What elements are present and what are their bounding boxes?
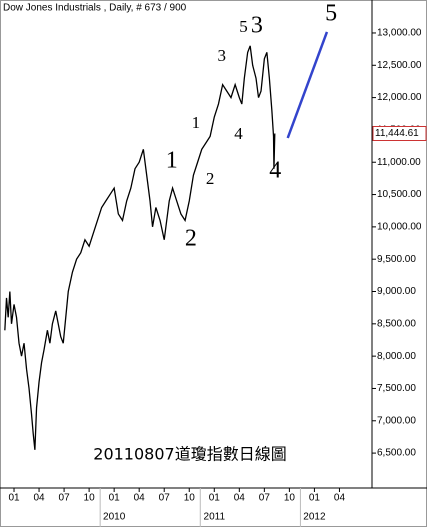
- wave-label: 2: [185, 226, 197, 252]
- wave-label: 5: [325, 0, 337, 26]
- x-tick-label: 01: [209, 493, 221, 504]
- wave-label: 1: [166, 148, 178, 174]
- wave-label: 5: [239, 17, 248, 36]
- wave-label: 4: [269, 158, 281, 184]
- y-tick-label: 12,500.00: [377, 60, 422, 71]
- x-tick-label: 01: [8, 493, 20, 504]
- x-tick-label: 07: [159, 493, 171, 504]
- wave-label: 4: [234, 124, 243, 143]
- x-tick-label: 01: [109, 493, 121, 504]
- trendline: [286, 31, 329, 139]
- y-tick-label: 8,000.00: [377, 351, 416, 362]
- wave-label: 1: [192, 113, 201, 132]
- y-tick-label: 7,000.00: [377, 415, 416, 426]
- y-tick-label: 10,000.00: [377, 222, 422, 233]
- x-tick-label: 04: [234, 493, 246, 504]
- y-tick-label: 12,000.00: [377, 92, 422, 103]
- year-label: 2012: [303, 512, 326, 523]
- wave-label: 3: [251, 12, 263, 38]
- x-tick-label: 07: [59, 493, 71, 504]
- year-label: 2010: [103, 512, 126, 523]
- last-price-label: 11,444.61: [375, 128, 419, 139]
- y-tick-label: 13,000.00: [377, 28, 422, 39]
- x-tick-label: 10: [284, 493, 296, 504]
- year-label: 2011: [204, 512, 226, 523]
- last-price-box: [372, 125, 427, 141]
- price-line: [4, 45, 276, 450]
- y-tick-label: 6,500.00: [377, 448, 416, 459]
- x-tick-label: 04: [33, 493, 45, 504]
- wave-label: 2: [206, 169, 215, 188]
- caption: 20110807道瓊指數日線圖: [93, 445, 286, 464]
- chart-title: Dow Jones Industrials , Daily, # 673 / 9…: [3, 3, 187, 14]
- y-tick-label: 10,500.00: [377, 189, 422, 200]
- x-tick-label: 10: [84, 493, 96, 504]
- y-tick-label: 11,000.00: [377, 157, 421, 168]
- x-tick-label: 04: [334, 493, 346, 504]
- x-tick-label: 01: [309, 493, 321, 504]
- x-tick-label: 10: [184, 493, 196, 504]
- x-tick-label: 04: [134, 493, 146, 504]
- y-tick-label: 9,000.00: [377, 286, 416, 297]
- x-tick-label: 07: [259, 493, 271, 504]
- y-tick-label: 8,500.00: [377, 318, 416, 329]
- y-tick-label: 7,500.00: [377, 383, 416, 394]
- y-tick-label: 9,500.00: [377, 254, 416, 265]
- wave-label: 3: [218, 46, 227, 65]
